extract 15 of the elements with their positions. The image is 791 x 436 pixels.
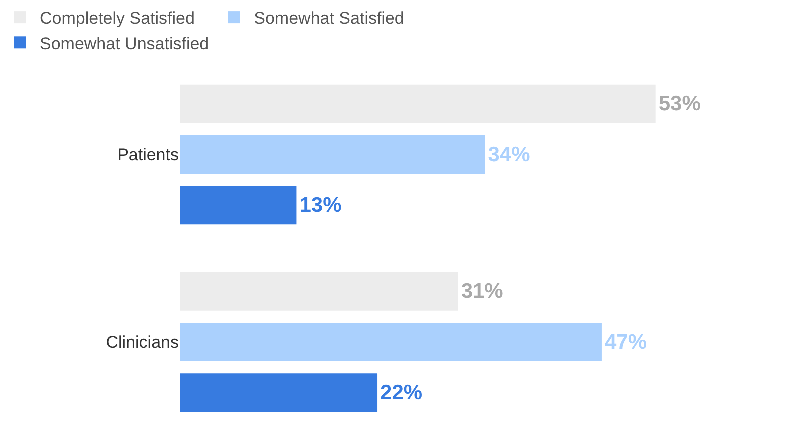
data-label: 34% xyxy=(488,143,531,166)
data-label: 31% xyxy=(461,280,504,304)
legend-label: Completely Satisfied xyxy=(40,9,195,28)
bar xyxy=(180,136,486,174)
data-label: 47% xyxy=(604,330,648,354)
bar xyxy=(180,186,297,225)
data-label: 13% xyxy=(300,194,342,217)
legend-label: Somewhat Unsatisfied xyxy=(40,34,210,54)
data-label: 53% xyxy=(658,92,702,116)
legend-label: Somewhat Satisfied xyxy=(254,9,404,28)
bar xyxy=(180,374,378,412)
y-tick-label: Patients xyxy=(118,146,179,165)
y-tick-label: Clinicians xyxy=(106,333,179,352)
data-label: 22% xyxy=(380,381,423,404)
bar xyxy=(180,323,602,362)
